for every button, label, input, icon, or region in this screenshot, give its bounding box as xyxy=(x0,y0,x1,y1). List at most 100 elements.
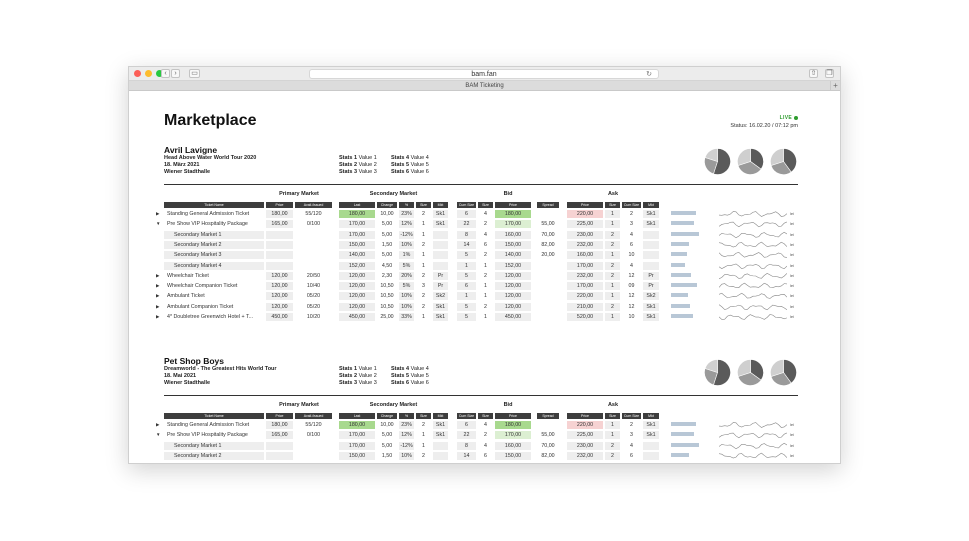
column-header-percent[interactable]: % xyxy=(399,413,414,419)
close-window-button[interactable] xyxy=(134,70,141,77)
column-header-size2[interactable]: Size xyxy=(478,413,493,419)
expand-icon[interactable]: ▶ xyxy=(156,422,160,427)
expand-icon[interactable]: ▶ xyxy=(156,211,160,216)
table-row[interactable]: Secondary Market 4 152,00 4,50 5% 1 1 1 152,00 1… xyxy=(164,261,798,270)
share-icon[interactable]: ⇧ xyxy=(809,69,818,78)
ticket-name: Pre Show VIP Hospitality Package xyxy=(167,221,248,228)
bid-price: 152,00 xyxy=(495,261,531,270)
column-header-price[interactable]: Price xyxy=(266,202,293,208)
column-header-size[interactable]: Size xyxy=(416,413,431,419)
table-row[interactable]: ▶ Wheelchair Ticket 120,00 20/50 120,00 2,30 2… xyxy=(156,271,798,280)
column-header-spread[interactable]: Spread xyxy=(537,202,559,208)
tab-bam-ticketing[interactable]: BAM Ticketing xyxy=(465,83,504,89)
change-value: 5,00 xyxy=(381,231,393,238)
table-row[interactable]: Secondary Market 1 170,00 5,00 -12% 1 8 4 160,0… xyxy=(164,441,798,450)
address-bar[interactable]: bam.fan ↻ xyxy=(309,69,659,79)
column-header-ask-cum-size[interactable]: Cum Size xyxy=(622,413,641,419)
expand-icon[interactable]: ▶ xyxy=(156,293,160,299)
column-header-ticket-name[interactable]: Ticket Name xyxy=(164,413,264,419)
ask-cum-size: 3 xyxy=(630,432,633,439)
reload-icon[interactable]: ↻ xyxy=(646,71,652,78)
forward-button[interactable]: › xyxy=(171,69,180,78)
column-header-mkt[interactable]: Mkt xyxy=(433,202,448,208)
column-header-change[interactable]: Change xyxy=(377,202,397,208)
expand-icon[interactable]: ▶ xyxy=(156,283,160,289)
bid-size: 6 xyxy=(484,241,487,248)
status-timestamp: Status: 16.02.20 / 07:12 pm xyxy=(730,123,798,129)
tabs-overview-icon[interactable]: ❐ xyxy=(825,69,834,78)
ask-market xyxy=(643,261,659,270)
back-button[interactable]: ‹ xyxy=(161,69,170,78)
column-header-last[interactable]: Last xyxy=(339,413,375,419)
price-sparkline xyxy=(719,282,787,289)
column-header-bid-price[interactable]: Price xyxy=(495,202,531,208)
change-value: 4,50 xyxy=(381,262,393,269)
ask-price: 230,00 xyxy=(567,441,603,450)
bid-size: 1 xyxy=(484,283,487,290)
spread-value xyxy=(537,421,559,429)
column-header-ask-size[interactable]: Size xyxy=(605,413,620,419)
column-header-size2[interactable]: Size xyxy=(478,202,493,208)
change-value: 5,00 xyxy=(381,252,393,259)
column-header-last[interactable]: Last xyxy=(339,202,375,208)
column-header-mkt[interactable]: Mkt xyxy=(433,413,448,419)
bid-price: 170,00 xyxy=(495,220,531,229)
column-header-avail-issued[interactable]: Avail./issued xyxy=(295,202,332,208)
table-row[interactable]: ▶ Ambulant Companion Ticket 120,00 05/20 120… xyxy=(156,302,798,311)
sparkline-label: lei xyxy=(790,221,795,227)
stat-key: Stats 6 xyxy=(391,169,410,175)
table-row[interactable]: ▶ 4* Doubletree Greenwich Hotel + T... 450… xyxy=(156,312,798,321)
expand-icon[interactable]: ▶ xyxy=(156,314,160,319)
collapse-icon[interactable]: ▼ xyxy=(156,432,161,438)
table-row[interactable]: ▶ Standing General Admission Ticket 180,00… xyxy=(156,209,798,218)
column-header-ask-cum-size[interactable]: Cum Size xyxy=(622,202,641,208)
table-row[interactable]: Secondary Market 2 150,00 1,50 10% 2 14 6 150,0… xyxy=(164,240,798,249)
group-header-secondary: Secondary Market xyxy=(369,402,418,408)
column-header-ask-price[interactable]: Price xyxy=(567,413,603,419)
column-header-avail-issued[interactable]: Avail./issued xyxy=(295,413,332,419)
column-header-size[interactable]: Size xyxy=(416,202,431,208)
stats-pie-chart xyxy=(737,148,764,175)
column-header-ticket-name[interactable]: Ticket Name xyxy=(164,202,264,208)
last-price: 120,00 xyxy=(339,271,375,280)
ticket-price: 120,00 xyxy=(266,292,293,301)
sparkline-label: lei xyxy=(790,452,795,458)
last-market xyxy=(433,261,448,270)
table-row[interactable]: ▶ Wheelchair Companion Ticket 120,00 10/40 1… xyxy=(156,281,798,291)
new-tab-button[interactable]: + xyxy=(830,81,840,91)
sparkline-label: lei xyxy=(790,211,795,216)
pie-slice xyxy=(770,359,784,377)
column-header-ask-price[interactable]: Price xyxy=(567,202,603,208)
table-row[interactable]: Secondary Market 2 150,00 1,50 10% 2 14 6 150,0… xyxy=(164,451,798,460)
expand-icon[interactable]: ▶ xyxy=(156,303,160,309)
column-header-change[interactable]: Change xyxy=(377,413,397,419)
minimize-window-button[interactable] xyxy=(145,70,152,77)
change-value: 10,50 xyxy=(380,293,394,300)
change-value: 1,50 xyxy=(381,452,393,459)
ask-size: 1 xyxy=(605,282,620,291)
table-row[interactable]: ▶ Ambulant Ticket 120,00 05/20 120,00 10,50 10… xyxy=(156,291,798,301)
column-header-bid-price[interactable]: Price xyxy=(495,413,531,419)
column-header-percent[interactable]: % xyxy=(399,202,414,208)
ask-price: 210,00 xyxy=(567,302,603,311)
column-header-price[interactable]: Price xyxy=(266,413,293,419)
ticket-price xyxy=(266,240,293,249)
ticket-price xyxy=(266,230,293,239)
column-header-cum-size[interactable]: Cum Size xyxy=(457,202,476,208)
table-row[interactable]: Secondary Market 1 170,00 5,00 -12% 1 8 4 160,0… xyxy=(164,230,798,239)
column-header-ask-size[interactable]: Size xyxy=(605,202,620,208)
column-header-cum-size[interactable]: Cum Size xyxy=(457,413,476,419)
table-row[interactable]: ▼ Pre Show VIP Hospitality Package 165,00 0… xyxy=(156,430,798,440)
sidebar-toggle-icon[interactable]: ▭ xyxy=(189,69,200,78)
column-header-ask-mkt[interactable]: Mkt xyxy=(643,202,659,208)
column-header-spread[interactable]: Spread xyxy=(537,413,559,419)
table-row[interactable]: ▶ Standing General Admission Ticket 180,00… xyxy=(156,420,798,429)
maximize-window-button[interactable] xyxy=(156,70,163,77)
ticket-price: 180,00 xyxy=(266,210,293,218)
collapse-icon[interactable]: ▼ xyxy=(156,221,161,227)
table-row[interactable]: Secondary Market 3 140,00 5,00 1% 1 5 2 140,00 2… xyxy=(164,250,798,260)
table-row[interactable]: ▼ Pre Show VIP Hospitality Package 165,00 0… xyxy=(156,219,798,229)
change-percent: 23% xyxy=(399,421,414,429)
expand-icon[interactable]: ▶ xyxy=(156,272,160,278)
column-header-ask-mkt[interactable]: Mkt xyxy=(643,413,659,419)
